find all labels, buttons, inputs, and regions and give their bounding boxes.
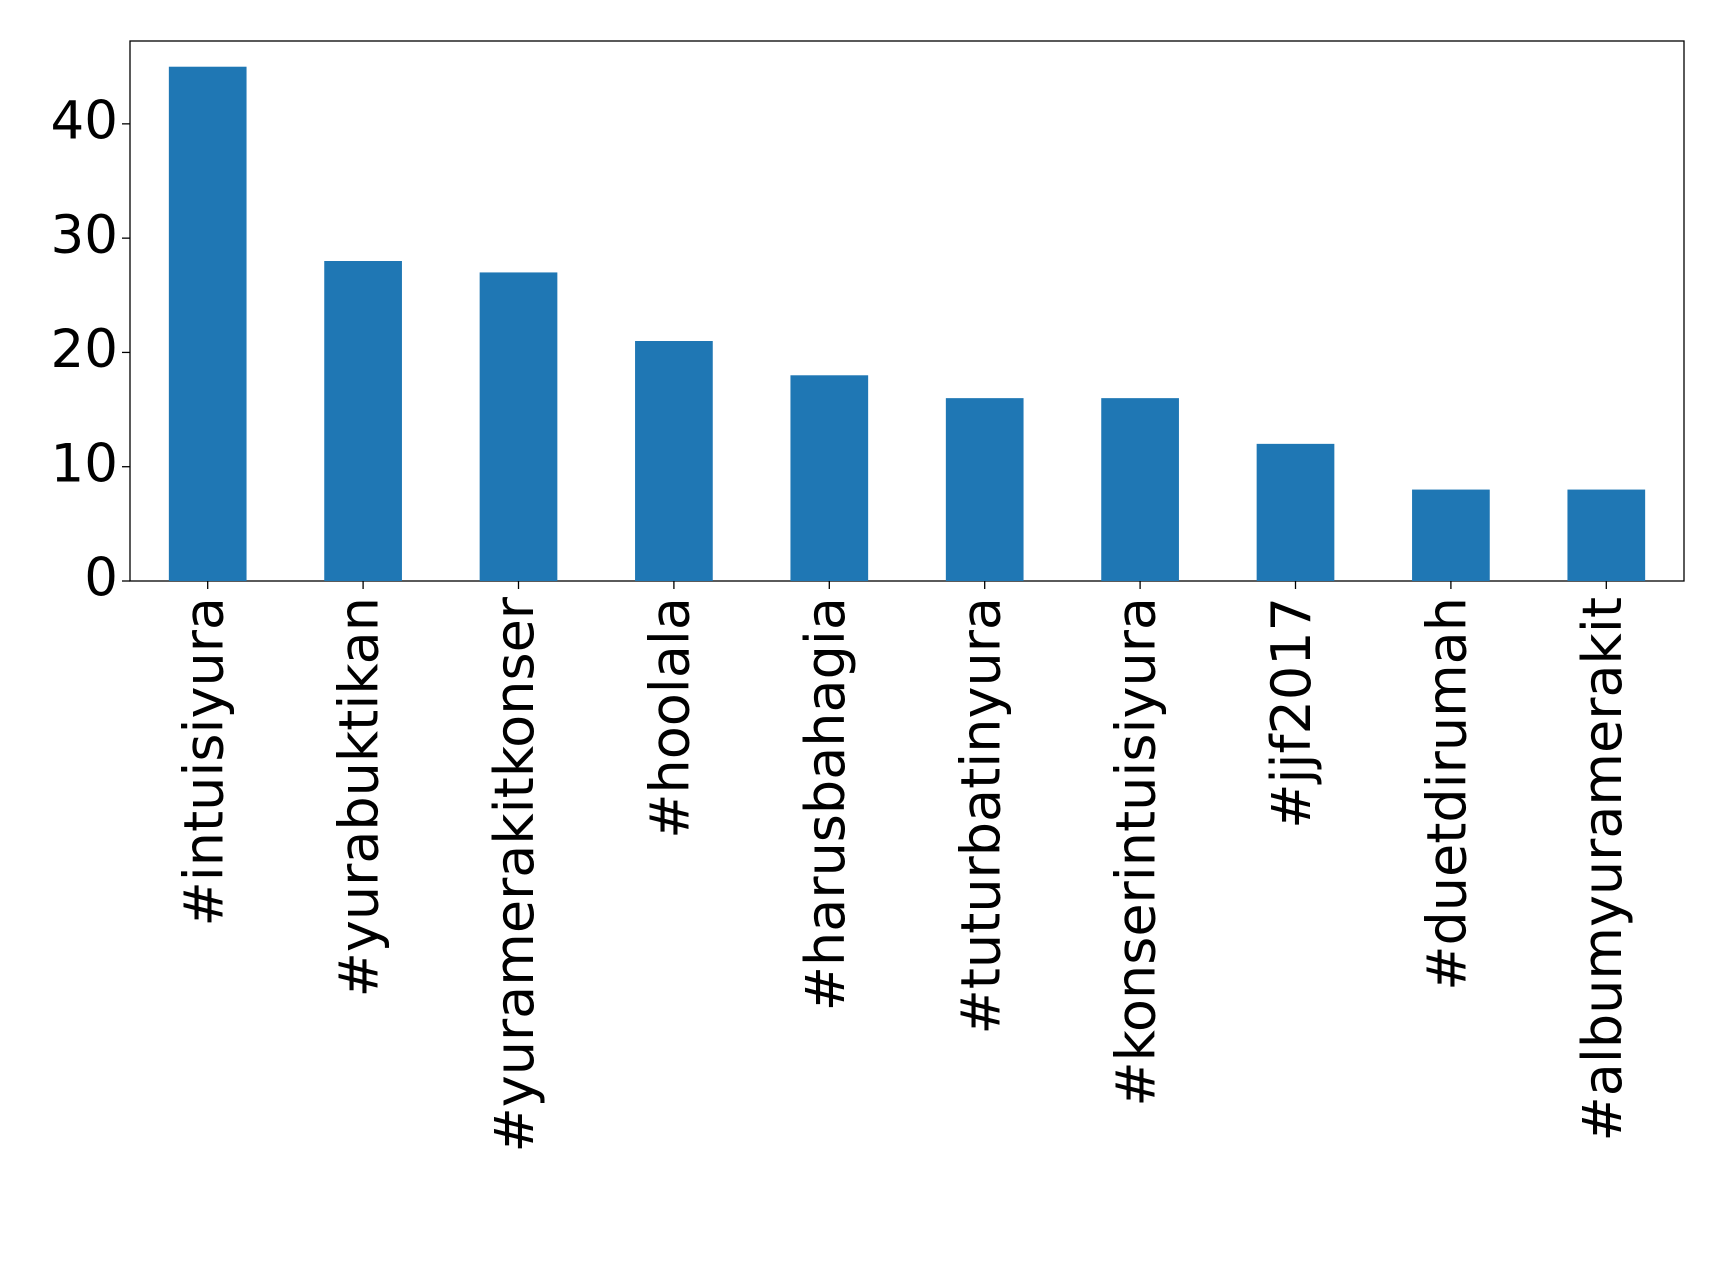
bar — [945, 398, 1024, 581]
bar — [635, 341, 713, 581]
x-tick-label: #albumyuramerakit — [1571, 597, 1634, 1141]
bar — [1567, 489, 1646, 581]
bar — [479, 272, 558, 581]
bar — [790, 375, 869, 581]
x-tick-label: #tuturbatinyura — [949, 597, 1012, 1034]
x-tick-label: #yurabuktikan — [328, 597, 391, 997]
bar — [1101, 398, 1179, 581]
bar — [1412, 489, 1490, 581]
x-tick-label: #jjf2017 — [1260, 597, 1323, 829]
x-tick-label: #konserintuisiyura — [1105, 597, 1168, 1107]
y-tick-label: 40 — [51, 90, 118, 151]
y-tick-label: 30 — [51, 205, 118, 266]
plot-frame — [129, 40, 1685, 582]
x-tick-label: #duetdirumah — [1416, 597, 1479, 991]
x-tick-label: #hoolala — [639, 597, 702, 839]
bar — [168, 66, 247, 581]
x-tick-label: #harusbahagia — [794, 597, 857, 1011]
y-tick-label: 20 — [51, 319, 118, 380]
y-tick-label: 10 — [51, 433, 118, 494]
x-tick-label: #intuisiyura — [172, 597, 235, 926]
x-tick-label: #yuramerakitkonser — [483, 596, 546, 1152]
bar — [1256, 443, 1335, 581]
y-tick-label: 0 — [84, 548, 118, 609]
bar — [324, 261, 402, 581]
